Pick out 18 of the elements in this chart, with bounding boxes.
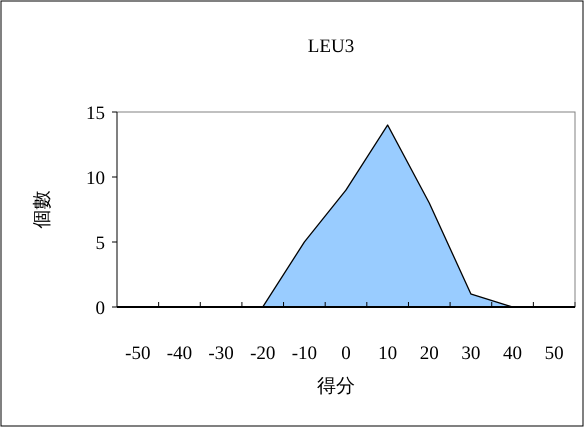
x-tick-label: 10 — [378, 343, 398, 364]
x-tick-label: -20 — [250, 343, 276, 364]
x-tick-label: 20 — [420, 343, 439, 364]
x-tick-label: -30 — [208, 343, 234, 364]
x-axis-title: 得分 — [317, 376, 355, 397]
x-tick-label: -50 — [125, 343, 150, 364]
y-axis-title: 個數 — [32, 190, 53, 228]
chart-title: LEU3 — [308, 36, 354, 57]
y-tick-label: 10 — [86, 168, 105, 189]
x-tick-label: 30 — [461, 343, 480, 364]
x-tick-label: 0 — [341, 343, 351, 364]
y-tick-label: 15 — [86, 103, 105, 124]
x-tick-label: 40 — [503, 343, 522, 364]
x-tick-label: -10 — [292, 343, 318, 364]
y-tick-label: 5 — [96, 233, 105, 254]
x-tick-label: -40 — [166, 343, 192, 364]
x-tick-label: 50 — [544, 343, 564, 364]
y-tick-label: 0 — [96, 298, 105, 319]
